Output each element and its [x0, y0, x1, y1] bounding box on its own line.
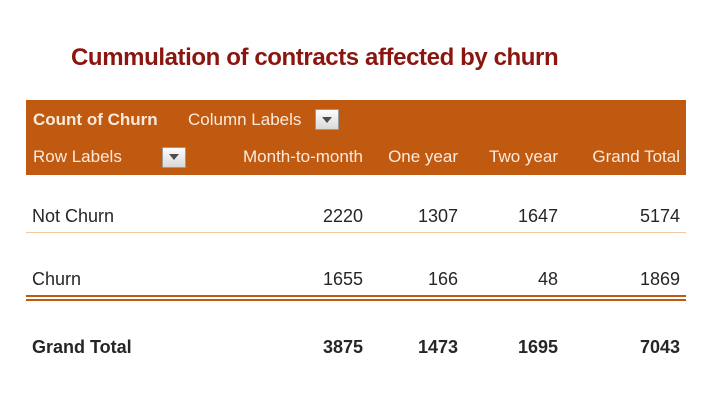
table-row-grand-total: Grand Total 3875 1473 1695 7043: [26, 301, 686, 363]
value-cell: 48: [537, 269, 558, 289]
value-cell: 7043: [639, 337, 680, 357]
column-header-one-year: One year: [388, 147, 458, 166]
table-row-not-churn: Not Churn 2220 1307 1647 5174: [26, 175, 686, 233]
column-labels-cell: Column Labels: [188, 109, 340, 130]
pivot-table: Count of Churn Column Labels Row Labels …: [26, 100, 686, 363]
column-header-month-to-month: Month-to-month: [243, 147, 363, 166]
chevron-down-icon: [322, 116, 333, 123]
value-cell: 1647: [517, 206, 558, 226]
pivot-header-row-measure: Count of Churn Column Labels: [26, 100, 686, 139]
row-labels-filter-button[interactable]: [162, 146, 186, 168]
row-label: Grand Total: [32, 337, 132, 357]
page-title: Cummulation of contracts affected by chu…: [71, 44, 559, 71]
table-row-churn: Churn 1655 166 48 1869: [26, 233, 686, 301]
column-labels-label: Column Labels: [188, 109, 302, 129]
value-cell: 166: [427, 269, 458, 289]
row-label: Not Churn: [32, 206, 115, 226]
value-cell: 5174: [639, 206, 680, 226]
value-cell: 1869: [639, 269, 680, 289]
column-header-two-year: Two year: [489, 147, 558, 166]
measure-label: Count of Churn: [33, 109, 158, 129]
value-cell: 1695: [517, 337, 558, 357]
row-label: Churn: [32, 269, 82, 289]
chevron-down-icon: [169, 154, 179, 160]
column-labels-filter-button[interactable]: [315, 109, 340, 130]
pivot-header-row-columns: Row Labels Month-to-month One year Two y…: [26, 139, 686, 175]
value-cell: 1655: [322, 269, 363, 289]
row-labels-cell: Row Labels: [26, 146, 188, 168]
value-cell: 1473: [417, 337, 458, 357]
row-labels-label: Row Labels: [33, 147, 122, 166]
value-cell: 1307: [417, 206, 458, 226]
value-cell: 2220: [322, 206, 363, 226]
value-cell: 3875: [322, 337, 363, 357]
column-header-grand-total: Grand Total: [592, 147, 680, 166]
